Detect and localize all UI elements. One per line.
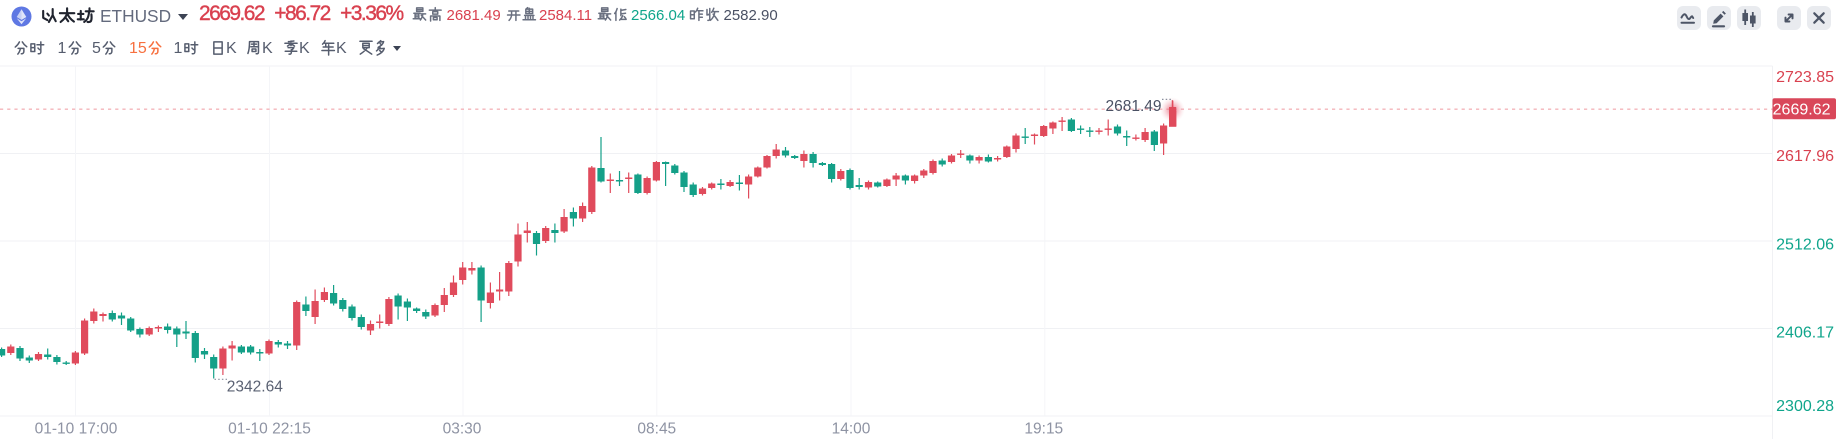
svg-text:2681.49: 2681.49	[1105, 98, 1161, 115]
svg-text:2512.06: 2512.06	[1776, 236, 1834, 253]
svg-text:2723.85: 2723.85	[1776, 69, 1834, 86]
svg-text:2342.64: 2342.64	[227, 378, 283, 395]
svg-text:19:15: 19:15	[1024, 421, 1063, 438]
svg-text:2617.96: 2617.96	[1776, 148, 1834, 165]
svg-text:08:45: 08:45	[637, 421, 676, 438]
svg-text:14:00: 14:00	[832, 421, 871, 438]
svg-text:01-10 17:00: 01-10 17:00	[35, 421, 118, 438]
svg-text:03:30: 03:30	[443, 421, 482, 438]
svg-text:2406.17: 2406.17	[1776, 324, 1834, 341]
svg-text:2300.28: 2300.28	[1776, 398, 1834, 415]
svg-text:01-10 22:15: 01-10 22:15	[228, 421, 311, 438]
svg-text:2669.62: 2669.62	[1773, 101, 1831, 118]
